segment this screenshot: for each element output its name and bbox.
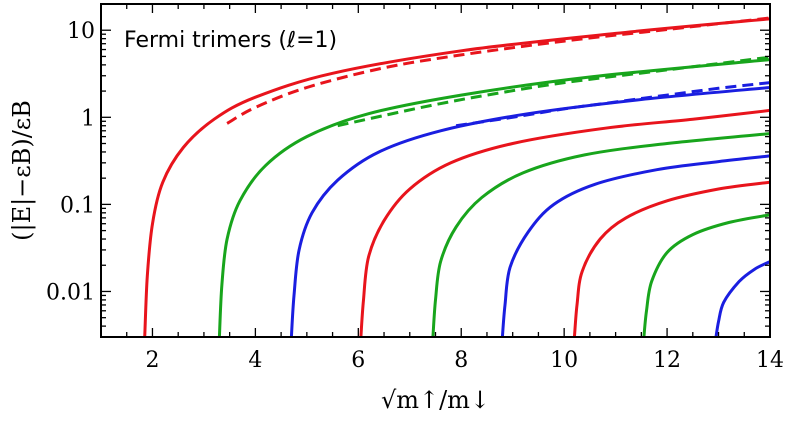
series-line-11-green-dashed	[337, 55, 770, 128]
tick-marks	[100, 3, 771, 338]
series-line-8-green-solid	[642, 213, 770, 337]
y-tick-label: 10	[67, 19, 95, 44]
series-line-5-green-solid	[431, 132, 770, 337]
series-line-10-red-dashed	[226, 16, 770, 125]
x-tick-label: 12	[653, 348, 681, 373]
x-tick-label: 8	[454, 348, 468, 373]
series-line-12-blue-dashed	[455, 81, 770, 128]
y-axis-label: (|E|−εB)/εB	[8, 100, 37, 241]
series-line-7-red-solid	[572, 180, 770, 337]
series-line-3-blue-solid	[289, 86, 770, 337]
y-tick-label: 0.01	[46, 280, 95, 305]
x-tick-label: 2	[145, 348, 159, 373]
y-tick-label: 1	[81, 106, 95, 131]
x-tick-label: 6	[351, 348, 365, 373]
x-axis-label: √m↑/m↓	[381, 386, 490, 414]
x-tick-label: 4	[248, 348, 262, 373]
y-tick-label: 0.1	[60, 193, 95, 218]
x-tick-label: 10	[550, 348, 578, 373]
x-tick-label: 14	[756, 348, 784, 373]
tick-labels: 2 4 6 8 10 12 14 0.01 0.1 1 10	[46, 19, 784, 373]
series-line-1-red-solid	[143, 17, 770, 337]
series-line-6-blue-solid	[500, 154, 770, 337]
series-line-4-red-solid	[359, 108, 770, 337]
chart-title: Fermi trimers (ℓ=1)	[124, 28, 337, 53]
series-line-9-blue-solid	[714, 260, 770, 337]
plot-lines	[143, 16, 770, 337]
series-line-2-green-solid	[217, 58, 770, 337]
